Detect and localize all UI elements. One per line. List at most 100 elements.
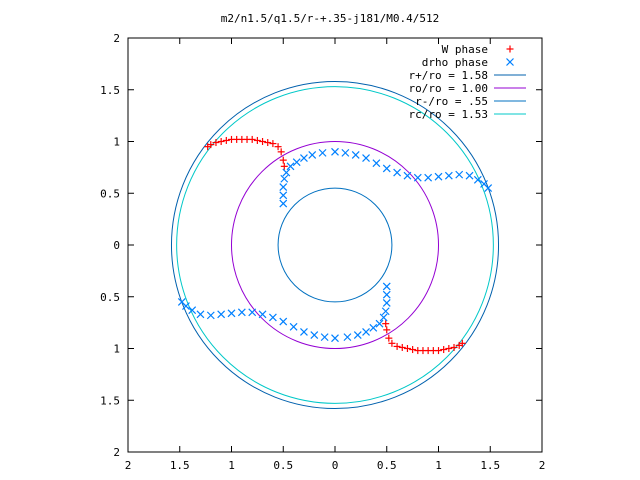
y-tick-label: 2 bbox=[113, 446, 120, 459]
legend-label: ro/ro = 1.00 bbox=[409, 82, 488, 95]
drho-phase-point bbox=[310, 331, 319, 339]
drho-phase-point bbox=[320, 333, 329, 342]
drho-phase-point bbox=[227, 309, 236, 318]
x-tick-label: 2 bbox=[125, 459, 132, 472]
legend-marker bbox=[506, 58, 514, 66]
drho-phase-point bbox=[248, 308, 257, 317]
w-phase-point bbox=[277, 148, 285, 156]
legend-label: W phase bbox=[442, 43, 488, 56]
drho-phase-point bbox=[217, 310, 226, 319]
drho-phase-point bbox=[308, 151, 317, 159]
w-phase-point bbox=[393, 342, 401, 350]
drho-phase-point bbox=[372, 159, 381, 168]
y-tick-label: 2 bbox=[113, 32, 120, 45]
drho-phase-point bbox=[258, 310, 267, 319]
drho-phase-point bbox=[393, 168, 402, 177]
drho-phase-point bbox=[382, 299, 391, 307]
drho-phase-point bbox=[206, 311, 215, 320]
drho-phase-point bbox=[434, 172, 443, 181]
y-tick-label: 0 bbox=[113, 239, 120, 252]
drho-phase-point bbox=[382, 290, 391, 299]
drho-phase-point bbox=[300, 154, 308, 162]
w-phase-point bbox=[388, 339, 396, 347]
w-phase-point bbox=[455, 341, 463, 349]
w-phase-point bbox=[248, 135, 256, 143]
drho-phase-point bbox=[413, 173, 422, 182]
x-tick-label: 0.5 bbox=[273, 459, 293, 472]
drho-phase-point bbox=[282, 168, 291, 177]
x-tick-label: 1 bbox=[435, 459, 442, 472]
data-points bbox=[177, 135, 493, 355]
drho-phase-point bbox=[177, 298, 186, 306]
drho-phase-point bbox=[341, 148, 350, 157]
reference-circle bbox=[176, 86, 494, 404]
x-tick-label: 0.5 bbox=[377, 459, 397, 472]
drho-phase-point bbox=[286, 162, 295, 171]
w-phase-point bbox=[409, 346, 417, 354]
x-tick-label: 0 bbox=[332, 459, 339, 472]
drho-phase-point bbox=[318, 148, 327, 157]
drho-phase-point bbox=[300, 328, 308, 336]
drho-phase-point bbox=[331, 147, 339, 156]
drho-phase-point bbox=[279, 183, 288, 191]
drho-phase-point bbox=[289, 322, 298, 331]
drho-phase-point bbox=[362, 328, 370, 336]
drho-phase-point bbox=[351, 151, 360, 159]
drho-phase-point bbox=[268, 313, 277, 322]
drho-phase-point bbox=[279, 199, 288, 208]
drho-phase-point bbox=[292, 158, 301, 167]
w-phase-point bbox=[222, 136, 230, 144]
y-tick-label: 1 bbox=[113, 343, 120, 356]
reference-circles bbox=[170, 80, 500, 410]
reference-circle bbox=[277, 187, 393, 303]
x-tick-label: 2 bbox=[539, 459, 546, 472]
drho-phase-point bbox=[382, 164, 391, 173]
drho-phase-point bbox=[280, 174, 289, 183]
w-phase-point bbox=[279, 156, 287, 164]
drho-phase-point bbox=[331, 334, 339, 343]
w-phase-point bbox=[259, 138, 267, 145]
w-phase-point bbox=[212, 139, 220, 147]
drho-phase-point bbox=[379, 313, 388, 322]
drho-phase-point bbox=[279, 317, 288, 326]
w-phase-point bbox=[450, 343, 458, 351]
legend-label: r-/ro = .55 bbox=[415, 95, 488, 108]
drho-phase-point bbox=[343, 333, 352, 342]
w-phase-point bbox=[403, 345, 411, 352]
y-tick-label: 1 bbox=[113, 136, 120, 149]
drho-phase-point bbox=[382, 282, 391, 291]
w-phase-point bbox=[217, 138, 225, 145]
drho-phase-point bbox=[362, 154, 370, 162]
w-phase-point bbox=[274, 143, 282, 151]
w-phase-point bbox=[414, 347, 422, 355]
x-tick-label: 1 bbox=[228, 459, 235, 472]
w-phase-point bbox=[383, 326, 391, 334]
drho-phase-point bbox=[188, 306, 197, 315]
w-phase-point bbox=[382, 320, 390, 328]
chart-title: m2/n1.5/q1.5/r-+.35-j181/M0.4/512 bbox=[221, 12, 440, 25]
drho-phase-point bbox=[375, 319, 384, 328]
drho-phase-point bbox=[381, 307, 390, 316]
y-tick-label: 0.5 bbox=[100, 187, 120, 200]
drho-phase-point bbox=[484, 184, 493, 192]
w-phase-point bbox=[264, 139, 272, 147]
drho-phase-point bbox=[403, 171, 412, 180]
w-phase-point bbox=[280, 162, 288, 170]
w-phase-point bbox=[445, 345, 453, 352]
x-tick-label: 1.5 bbox=[170, 459, 190, 472]
legend-marker bbox=[506, 45, 514, 53]
drho-phase-point bbox=[369, 323, 378, 332]
legend-label: rc/ro = 1.53 bbox=[409, 108, 488, 121]
reference-circle bbox=[231, 141, 439, 349]
legend-label: r+/ro = 1.58 bbox=[409, 69, 488, 82]
x-tick-label: 1.5 bbox=[480, 459, 500, 472]
drho-phase-point bbox=[465, 171, 474, 180]
drho-phase-point bbox=[444, 171, 453, 180]
drho-phase-point bbox=[353, 331, 362, 339]
w-phase-point bbox=[269, 140, 277, 148]
w-phase-point bbox=[398, 343, 406, 351]
drho-phase-point bbox=[279, 191, 288, 200]
drho-phase-point bbox=[455, 170, 464, 179]
